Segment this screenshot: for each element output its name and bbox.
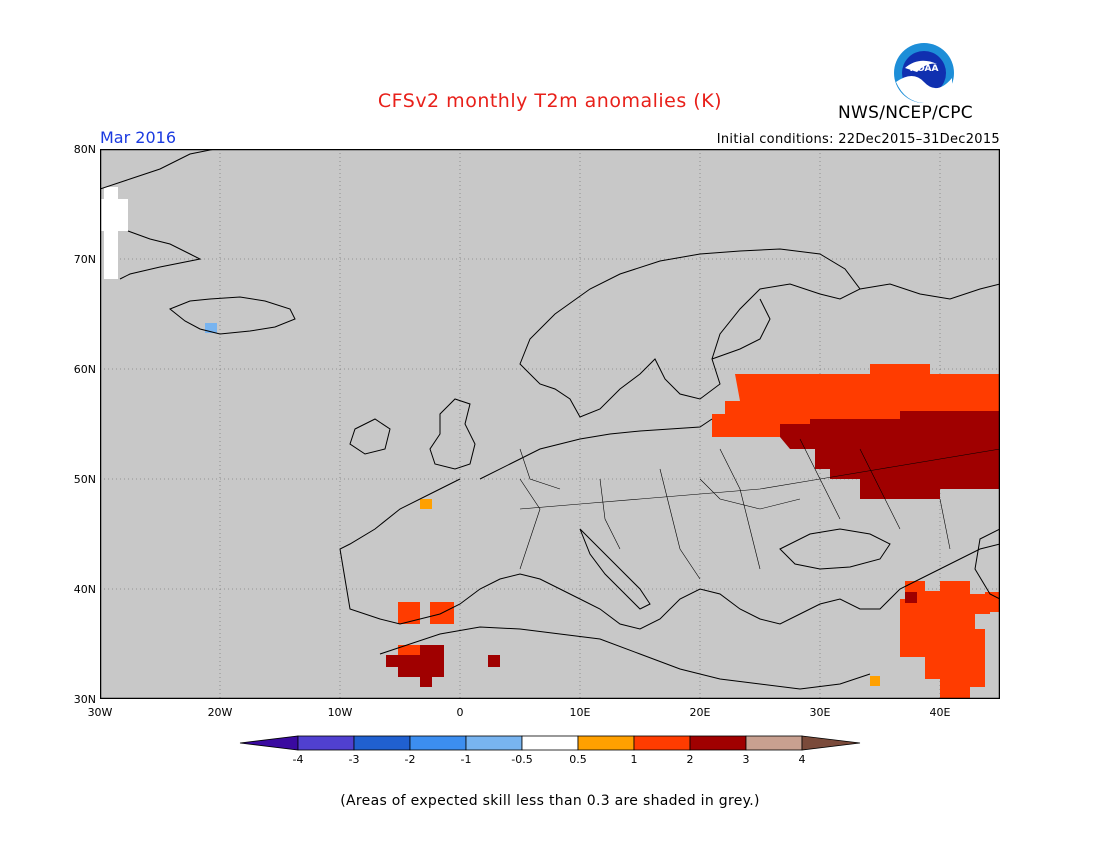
cell-strong-positive	[780, 411, 1000, 499]
cell-positive	[398, 645, 420, 657]
colorbar-label: -1	[460, 753, 472, 766]
cell-positive	[398, 602, 420, 624]
lon-label: 40E	[929, 706, 951, 719]
colorbar-label: 2	[686, 753, 694, 766]
agency-label: NWS/NCEP/CPC	[838, 103, 973, 123]
colorbar-segment	[353, 735, 411, 751]
cell-positive	[712, 364, 1000, 437]
noaa-logo: NOAA	[893, 42, 955, 104]
colorbar-segment	[465, 735, 523, 751]
colorbar-segment	[745, 735, 803, 751]
lat-label: 60N	[73, 363, 96, 376]
colorbar-segment	[297, 735, 355, 751]
colorbar-label: -3	[348, 753, 360, 766]
colorbar-label: -4	[292, 753, 304, 766]
lon-label: 30W	[87, 706, 113, 719]
country-borders	[519, 438, 1001, 580]
logo-text: NOAA	[910, 64, 939, 74]
colorbar-segment	[409, 735, 467, 751]
colorbar-label: 0.5	[569, 753, 587, 766]
lon-label: 20E	[689, 706, 711, 719]
anomaly-map	[99, 148, 1001, 700]
cell-strong-positive	[386, 645, 444, 687]
anomaly-cells	[100, 187, 1000, 699]
cell-strong-positive	[488, 655, 500, 667]
lat-label: 40N	[73, 583, 96, 596]
colorbar-label: 4	[798, 753, 806, 766]
cell-positive-small	[420, 499, 432, 509]
coastlines	[99, 148, 1001, 690]
colorbar-label: -0.5	[511, 753, 533, 766]
month-label: Mar 2016	[100, 128, 176, 147]
lat-label: 30N	[73, 693, 96, 706]
lat-label: 50N	[73, 473, 96, 486]
cell-negative	[205, 323, 217, 333]
colorbar-label: 3	[742, 753, 750, 766]
colorbar-high-arrow	[801, 735, 861, 751]
initial-conditions: Initial conditions: 22Dec2015–31Dec2015	[716, 132, 1000, 147]
colorbar-segment	[577, 735, 635, 751]
cell-positive	[900, 581, 990, 699]
lon-label: 30E	[809, 706, 831, 719]
lon-label: 10W	[327, 706, 353, 719]
colorbar	[230, 733, 870, 753]
colorbar-label: -2	[404, 753, 416, 766]
map-frame	[99, 148, 1001, 700]
lat-label: 70N	[73, 253, 96, 266]
lon-label: 10E	[569, 706, 591, 719]
map-title: CFSv2 monthly T2m anomalies (K)	[377, 90, 723, 112]
lon-label: 20W	[207, 706, 233, 719]
colorbar-segment	[689, 735, 747, 751]
cell-strong-positive	[905, 592, 917, 603]
colorbar-low-arrow	[239, 735, 299, 751]
lon-label: 0	[456, 706, 464, 719]
colorbar-segment	[633, 735, 691, 751]
cell-positive-small	[870, 676, 880, 686]
cell-neutral	[100, 199, 128, 231]
skill-footnote: (Areas of expected skill less than 0.3 a…	[340, 793, 760, 809]
colorbar-segment	[521, 735, 579, 751]
colorbar-label: 1	[630, 753, 638, 766]
lat-label: 80N	[73, 143, 96, 156]
